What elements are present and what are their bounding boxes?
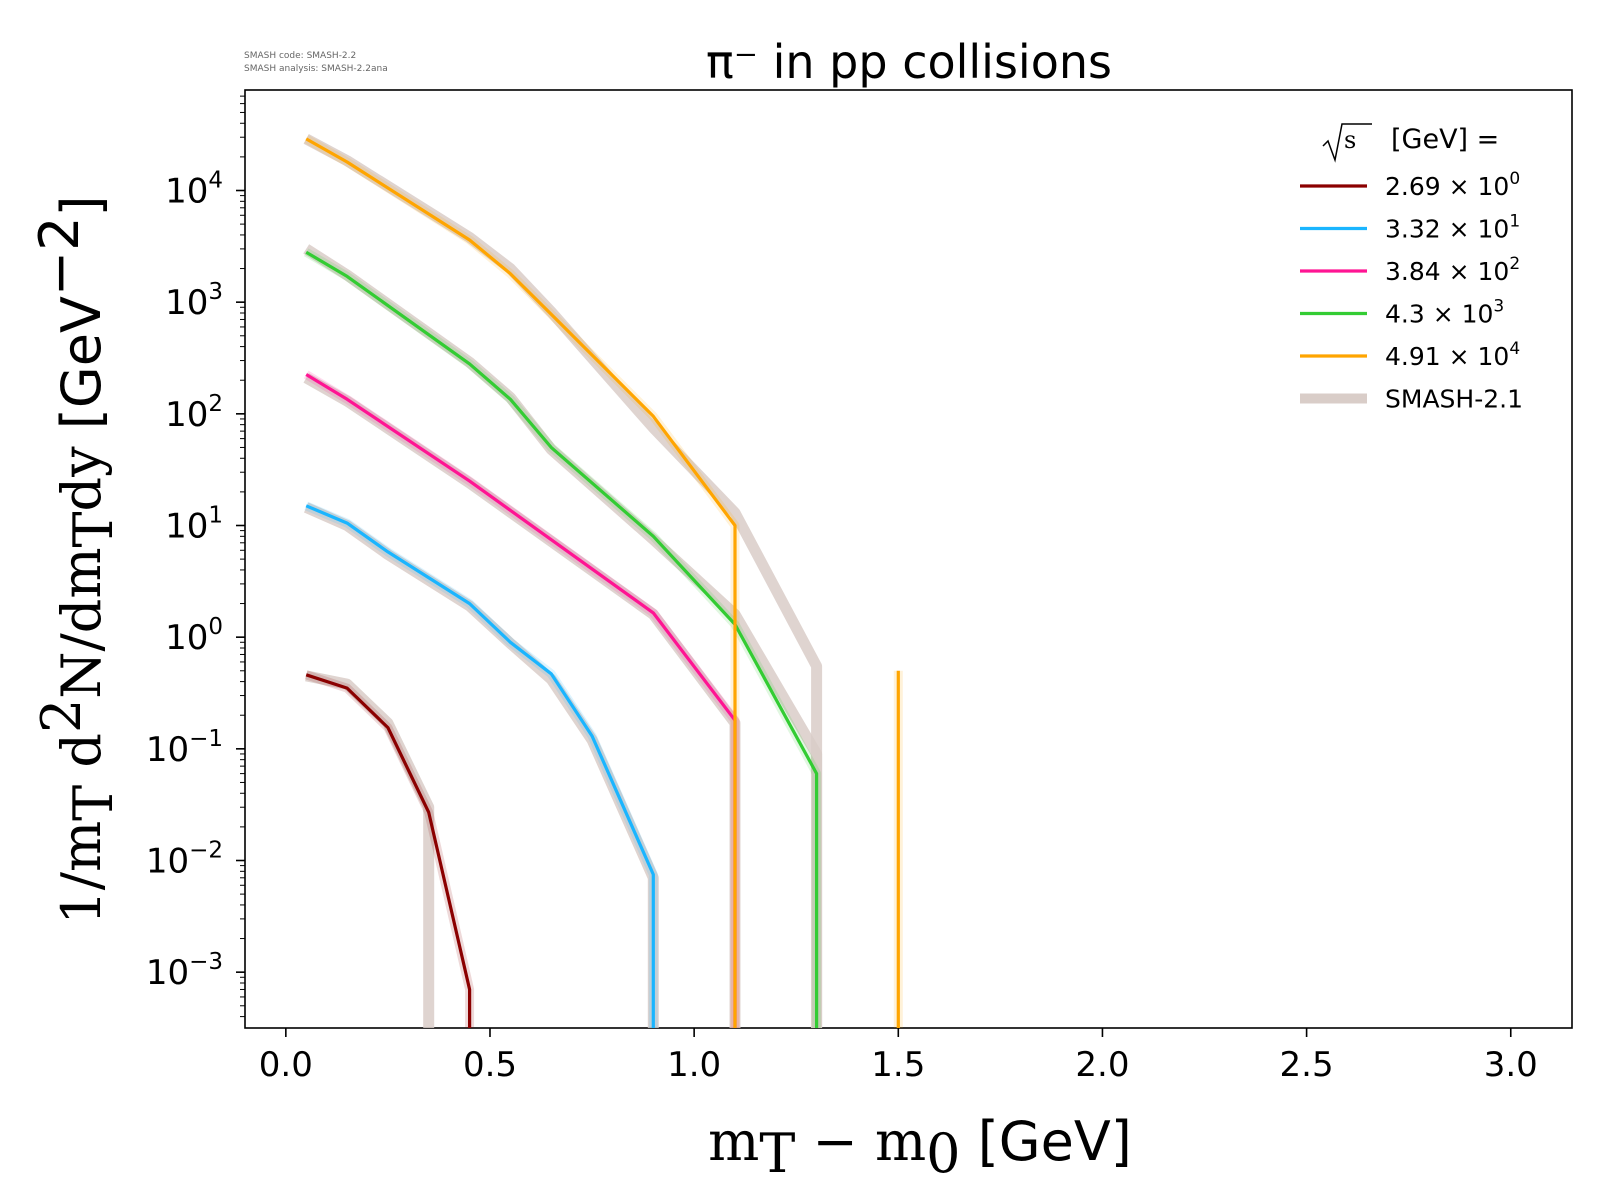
legend-label: 3.84 × 102 [1385,254,1520,286]
series-group [303,134,903,1028]
y-tick-label: 10−2 [146,838,223,882]
legend-label-reference: SMASH-2.1 [1385,385,1523,414]
legend-label: 2.69 × 100 [1385,169,1520,201]
watermark-analysis: SMASH analysis: SMASH-2.2ana [244,64,388,74]
x-axis: 0.0 0.5 1.0 1.5 2.0 2.5 3.0 [259,1028,1538,1085]
series-line-1 [305,504,655,1028]
chart-title: π⁻ in pp collisions [706,35,1112,89]
y-tick-label: 10−1 [146,726,223,770]
legend-label: 3.32 × 101 [1385,212,1520,244]
y-tick-label: 102 [165,391,223,435]
legend-title-text: [GeV] = [1391,124,1499,155]
legend-title: s [GeV] = [1322,123,1499,163]
x-tick-label: 2.5 [1280,1045,1334,1085]
series-line-4 [305,137,737,1028]
legend: s [GeV] = 2.69 × 100 3.32 × 101 3.84 × 102… [1300,123,1523,414]
y-axis-label: 1/mT d2N/dmTdy [GeV−2] [28,195,125,924]
sqrt-symbol-icon [1322,123,1372,163]
legend-label: 4.91 × 104 [1385,339,1520,371]
x-tick-label: 0.5 [463,1045,517,1085]
y-axis: 10−3 10−2 10−1 100 101 102 103 104 [146,95,245,1018]
watermark-code: SMASH code: SMASH-2.2 [244,51,356,61]
x-axis-label: mT − m0 [GeV] [708,1110,1132,1185]
series-halo-1 [304,501,658,1028]
series-line-3 [305,250,819,1028]
y-tick-label: 10−3 [146,949,223,993]
x-tick-label: 1.0 [667,1045,721,1085]
x-tick-label: 0.0 [259,1045,313,1085]
y-tick-label: 100 [165,614,223,658]
y-tick-label: 104 [165,168,223,212]
legend-label: 4.3 × 103 [1385,297,1504,329]
svg-text:1/mT d2N/dmTdy [GeV−2]: 1/mT d2N/dmTdy [GeV−2] [28,195,125,924]
x-tick-label: 2.0 [1075,1045,1129,1085]
plot-area [244,89,1573,1029]
x-tick-label: 1.5 [871,1045,925,1085]
y-tick-label: 103 [165,279,223,323]
y-tick-label: 101 [165,503,223,547]
reference-line-0 [305,670,435,1028]
series-line-0 [305,673,472,1028]
x-tick-label: 3.0 [1484,1045,1538,1085]
legend-title-s: s [1344,126,1356,154]
